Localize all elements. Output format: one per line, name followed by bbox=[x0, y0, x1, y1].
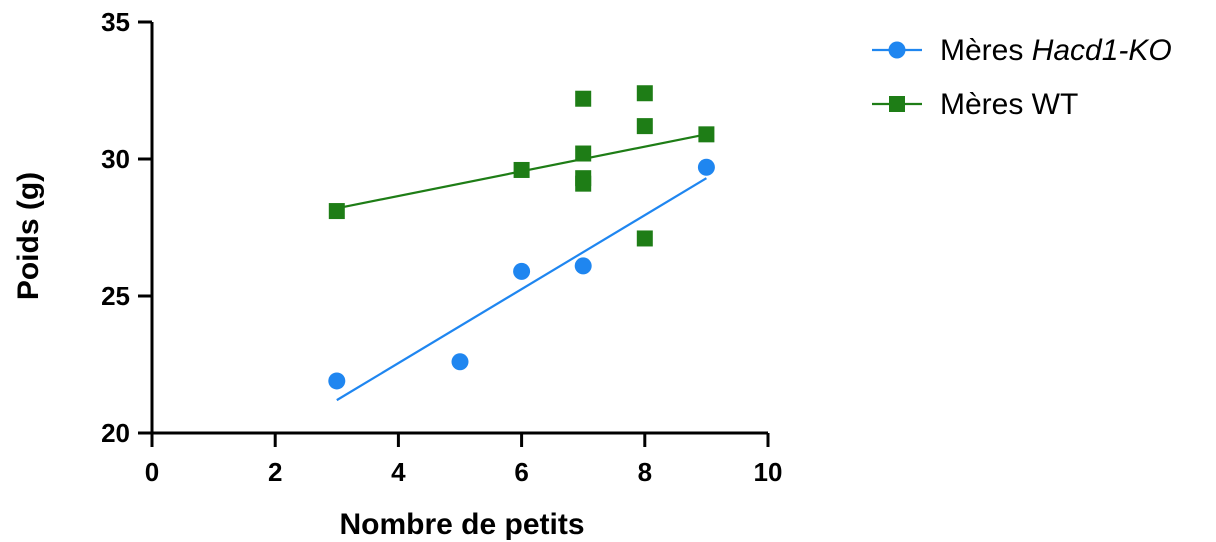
legend-label-series-1: Mères Hacd1-KO bbox=[940, 34, 1172, 67]
legend: Mères Hacd1-KO Mères WT bbox=[872, 34, 1172, 121]
data-point-series-2 bbox=[637, 230, 653, 246]
y-tick-label: 30 bbox=[101, 144, 130, 174]
data-point-series-2 bbox=[575, 91, 591, 107]
data-point-series-2 bbox=[637, 118, 653, 134]
x-tick-label: 4 bbox=[391, 457, 406, 487]
y-tick-label: 20 bbox=[101, 418, 130, 448]
x-axis-title: Nombre de petits bbox=[339, 508, 584, 541]
data-point-series-1 bbox=[513, 263, 530, 280]
x-tick-label: 10 bbox=[754, 457, 783, 487]
y-ticks: 20 25 30 35 bbox=[101, 7, 152, 448]
x-tick-label: 2 bbox=[268, 457, 282, 487]
legend-label-series-2: Mères WT bbox=[940, 88, 1078, 121]
x-tick-label: 6 bbox=[514, 457, 528, 487]
axes: 20 25 30 35 0 2 4 6 8 10 bbox=[101, 7, 782, 487]
x-tick-label: 0 bbox=[145, 457, 159, 487]
markers bbox=[328, 85, 715, 389]
data-point-series-2 bbox=[575, 146, 591, 162]
data-point-series-1 bbox=[698, 159, 715, 176]
data-point-series-2 bbox=[575, 176, 591, 192]
y-tick-label: 35 bbox=[101, 7, 130, 37]
data-point-series-2 bbox=[637, 85, 653, 101]
fit-line-series-1 bbox=[337, 178, 707, 400]
data-point-series-2 bbox=[329, 203, 345, 219]
data-point-series-2 bbox=[698, 126, 714, 142]
x-tick-label: 8 bbox=[638, 457, 652, 487]
data-point-series-2 bbox=[514, 162, 530, 178]
x-ticks: 0 2 4 6 8 10 bbox=[145, 433, 783, 487]
y-axis-title: Poids (g) bbox=[12, 172, 45, 300]
data-point-series-1 bbox=[575, 257, 592, 274]
legend-marker-series-2 bbox=[889, 96, 905, 112]
data-point-series-1 bbox=[452, 353, 469, 370]
y-tick-label: 25 bbox=[101, 281, 130, 311]
legend-marker-series-1 bbox=[889, 42, 906, 59]
data-point-series-1 bbox=[328, 372, 345, 389]
